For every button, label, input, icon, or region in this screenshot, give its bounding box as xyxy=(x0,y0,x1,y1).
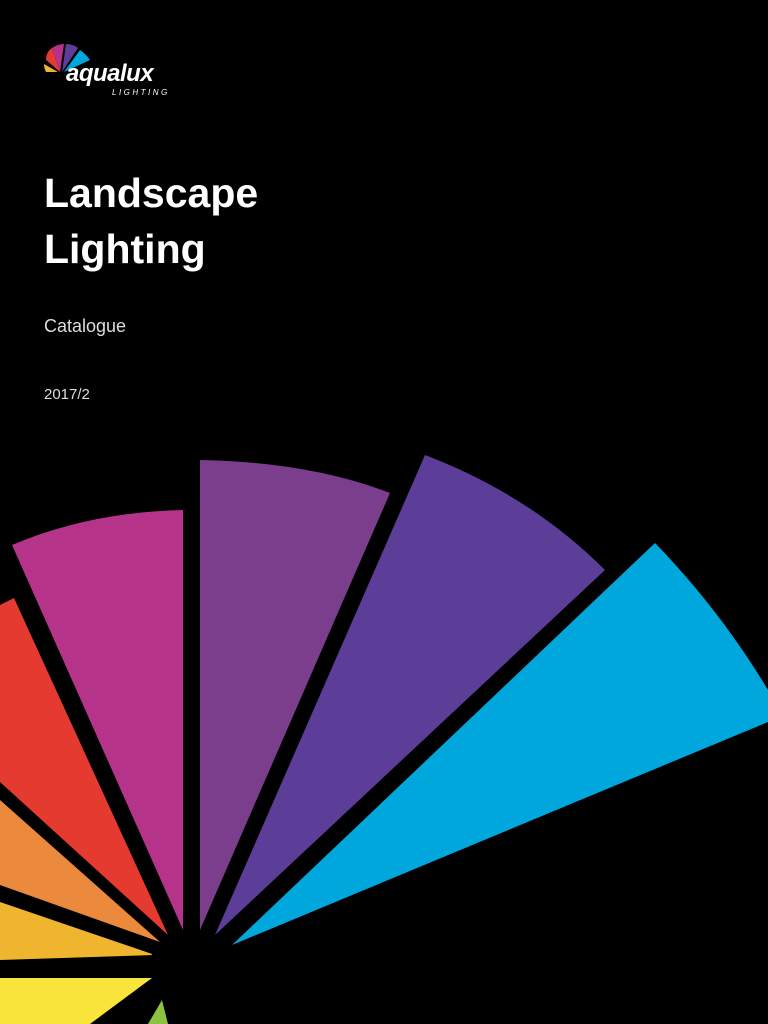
logo-tagline: LIGHTING xyxy=(112,88,170,97)
edition: 2017/2 xyxy=(44,386,90,403)
wedge-orange xyxy=(0,800,160,942)
wedge-violet xyxy=(200,460,390,930)
wedge-red xyxy=(0,598,168,935)
title-line: Landscape xyxy=(44,170,259,216)
wedge-indigo xyxy=(215,455,605,935)
subtitle: Catalogue xyxy=(44,316,127,336)
title-line: Lighting xyxy=(44,226,206,272)
wedge-yellow xyxy=(0,978,152,1024)
wedge-amber xyxy=(0,902,155,960)
logo-icon xyxy=(44,44,90,72)
logo-name: aqualux xyxy=(66,60,154,87)
wedge-cyan xyxy=(232,543,768,945)
wedge-green xyxy=(148,1000,168,1024)
fan-hub xyxy=(150,933,214,997)
wedge-magenta xyxy=(12,510,183,930)
